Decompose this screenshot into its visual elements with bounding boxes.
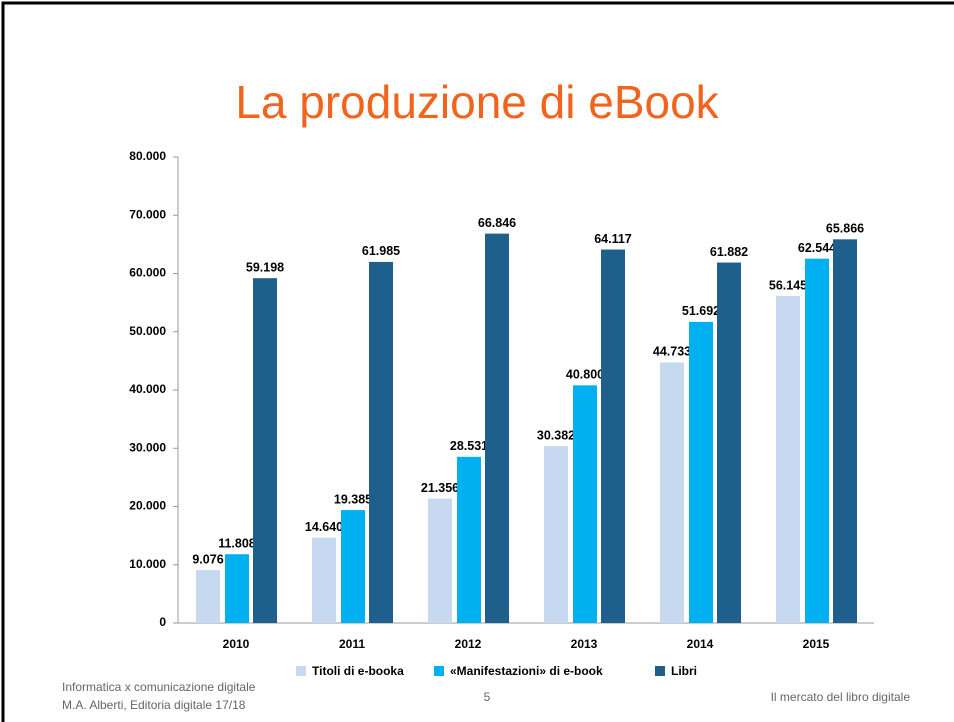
bar bbox=[833, 239, 857, 623]
y-tick-label: 0 bbox=[159, 615, 166, 629]
value-label: 11.808 bbox=[218, 537, 256, 551]
chart-title: La produzione di eBook bbox=[235, 76, 719, 128]
bar bbox=[776, 295, 800, 623]
value-label: 21.356 bbox=[421, 481, 459, 495]
value-label: 40.800 bbox=[566, 368, 604, 382]
y-tick-label: 10.000 bbox=[129, 557, 166, 571]
value-label: 56.145 bbox=[769, 278, 807, 292]
x-tick-label: 2011 bbox=[339, 637, 365, 651]
x-tick-label: 2013 bbox=[571, 637, 598, 651]
bar bbox=[544, 446, 568, 623]
bar bbox=[805, 258, 829, 623]
bar bbox=[573, 385, 597, 623]
page-number: 5 bbox=[484, 690, 491, 704]
value-label: 66.846 bbox=[478, 216, 516, 230]
bar bbox=[312, 537, 336, 623]
value-label: 19.385 bbox=[334, 492, 372, 506]
bar bbox=[253, 278, 277, 623]
value-label: 9.076 bbox=[192, 552, 223, 566]
bar bbox=[196, 570, 220, 623]
bar bbox=[485, 233, 509, 623]
legend-label: Titoli di e-booka bbox=[312, 664, 404, 678]
bar bbox=[369, 261, 393, 623]
y-tick-label: 70.000 bbox=[129, 207, 166, 221]
x-tick-label: 2014 bbox=[687, 637, 714, 651]
legend-label: Libri bbox=[671, 664, 697, 678]
x-tick-label: 2010 bbox=[223, 637, 250, 651]
bar bbox=[457, 456, 481, 623]
y-tick-label: 60.000 bbox=[129, 266, 166, 280]
footer-left: Informatica x comunicazione digitale bbox=[62, 680, 256, 694]
footer-left: M.A. Alberti, Editoria digitale 17/18 bbox=[62, 698, 246, 712]
bar bbox=[601, 249, 625, 623]
x-tick-label: 2012 bbox=[455, 637, 482, 651]
bar bbox=[428, 498, 452, 623]
value-label: 61.985 bbox=[362, 244, 400, 258]
x-tick-label: 2015 bbox=[803, 637, 830, 651]
legend-swatch bbox=[434, 666, 444, 676]
value-label: 62.544 bbox=[798, 241, 836, 255]
bar bbox=[341, 510, 365, 623]
legend-label: «Manifestazioni» di e-book bbox=[450, 664, 603, 678]
value-label: 65.866 bbox=[826, 222, 864, 236]
y-tick-label: 20.000 bbox=[129, 499, 166, 513]
value-label: 44.733 bbox=[653, 345, 691, 359]
footer-right: Il mercato del libro digitale bbox=[771, 690, 911, 704]
bar bbox=[689, 321, 713, 623]
y-tick-label: 50.000 bbox=[129, 324, 166, 338]
y-tick-label: 40.000 bbox=[129, 382, 166, 396]
value-label: 14.640 bbox=[305, 520, 343, 534]
bar bbox=[717, 262, 741, 623]
y-tick-label: 30.000 bbox=[129, 440, 166, 454]
bar bbox=[225, 554, 249, 623]
value-label: 51.692 bbox=[682, 304, 720, 318]
y-tick-label: 80.000 bbox=[129, 149, 166, 163]
legend-swatch bbox=[655, 666, 665, 676]
value-label: 30.382 bbox=[537, 428, 575, 442]
value-label: 28.531 bbox=[450, 439, 488, 453]
legend-swatch bbox=[296, 666, 306, 676]
value-label: 61.882 bbox=[710, 245, 748, 259]
value-label: 64.117 bbox=[594, 232, 632, 246]
bar bbox=[660, 362, 684, 623]
value-label: 59.198 bbox=[246, 260, 284, 274]
